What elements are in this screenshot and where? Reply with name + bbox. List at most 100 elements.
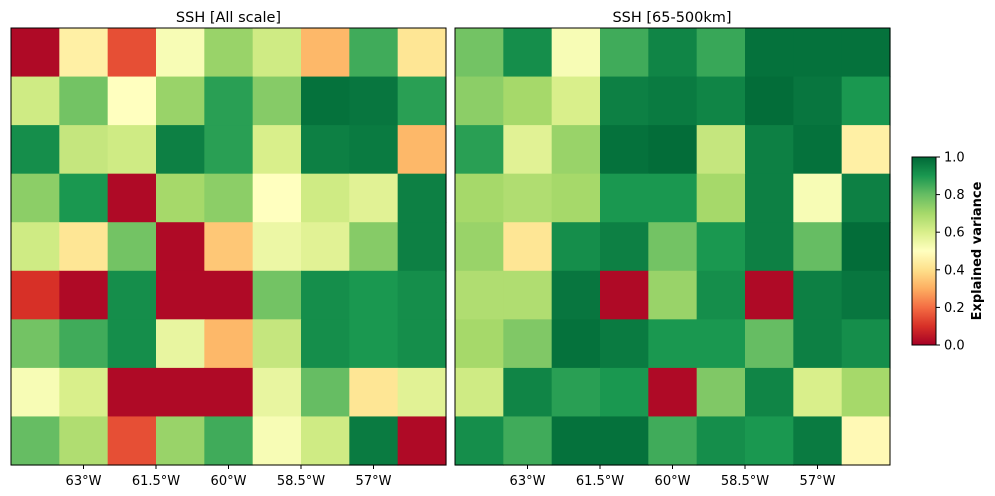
colorbar-tick-label-1: 0.2: [944, 301, 965, 316]
heatmap-cell-all-scale-r7-c7: [349, 367, 399, 418]
heatmap-cell-all-scale-r1-c7: [349, 76, 399, 126]
heatmap-cell-all-scale-r0-c6: [301, 28, 350, 78]
heatmap-cell-65-500km-r3-c5: [696, 173, 746, 223]
heatmap-cell-65-500km-r5-c5: [696, 270, 746, 320]
heatmap-cell-65-500km-r6-c6: [745, 319, 794, 369]
heatmap-cell-65-500km-r2-c7: [793, 125, 843, 175]
heatmap-panel-65-500km: SSH [65-500km] 63°W 61.5°W 60°W 58.5°W 57°W: [454, 10, 891, 489]
heatmap-cell-all-scale-r8-c1: [59, 416, 109, 466]
heatmap-cell-65-500km-r3-c8: [841, 173, 891, 223]
heatmap-cell-65-500km-r8-c8: [841, 416, 891, 466]
heatmap-cell-all-scale-r1-c8: [397, 76, 447, 126]
heatmap-cell-65-500km-r2-c2: [551, 125, 601, 175]
colorbar-tick-label-0: 0.0: [944, 339, 965, 354]
heatmap-cell-65-500km-r3-c6: [745, 173, 794, 223]
heatmap-cell-65-500km-r7-c2: [551, 367, 601, 418]
heatmap-cell-all-scale-r5-c4: [204, 270, 254, 320]
heatmap-cell-65-500km-r6-c7: [793, 319, 843, 369]
heatmap-cell-65-500km-r1-c3: [600, 76, 649, 126]
heatmap-cell-all-scale-r0-c3: [156, 28, 205, 78]
heatmap-cell-all-scale-r4-c3: [156, 222, 205, 272]
heatmap-cell-65-500km-r6-c1: [503, 319, 553, 369]
x-tick-label-all-scale-3: 58.5°W: [277, 474, 325, 489]
heatmap-cell-65-500km-r4-c5: [696, 222, 746, 272]
heatmap-cell-65-500km-r7-c8: [841, 367, 891, 418]
heatmap-cell-65-500km-r3-c0: [455, 173, 504, 223]
heatmap-cell-all-scale-r2-c1: [59, 125, 109, 175]
heatmap-cell-all-scale-r3-c2: [107, 173, 157, 223]
colorbar: 0.0 0.2 0.4 0.6 0.8 1.0 Explained variance: [911, 151, 985, 354]
heatmap-cell-all-scale-r6-c5: [252, 319, 302, 369]
heatmap-cell-65-500km-r5-c8: [841, 270, 891, 320]
heatmap-cell-all-scale-r5-c0: [11, 270, 60, 320]
heatmap-cell-all-scale-r5-c3: [156, 270, 205, 320]
colorbar-tick-label-3: 0.6: [944, 226, 965, 241]
heatmap-cell-65-500km-r6-c5: [696, 319, 746, 369]
heatmap-cell-all-scale-r0-c8: [397, 28, 447, 78]
heatmap-cell-65-500km-r5-c7: [793, 270, 843, 320]
heatmap-cell-all-scale-r1-c6: [301, 76, 350, 126]
heatmap-cell-all-scale-r2-c7: [349, 125, 399, 175]
x-tick-label-65-500km-2: 60°W: [655, 474, 691, 489]
heatmap-cell-65-500km-r8-c1: [503, 416, 553, 466]
x-tick-label-all-scale-0: 63°W: [66, 474, 102, 489]
heatmap-cell-65-500km-r6-c2: [551, 319, 601, 369]
heatmap-panel-all-scale: SSH [All scale] 63°W 61.5°W 60°W 58.5°W 57°W: [10, 10, 447, 489]
heatmap-cell-all-scale-r1-c0: [11, 76, 60, 126]
heatmap-cell-65-500km-r2-c6: [745, 125, 794, 175]
heatmap-cell-all-scale-r6-c4: [204, 319, 254, 369]
heatmap-cell-all-scale-r6-c1: [59, 319, 109, 369]
heatmap-cell-all-scale-r3-c7: [349, 173, 399, 223]
heatmap-cell-65-500km-r0-c6: [745, 28, 794, 78]
heatmap-cell-all-scale-r0-c1: [59, 28, 109, 78]
heatmap-cell-65-500km-r8-c7: [793, 416, 843, 466]
x-tick-label-65-500km-0: 63°W: [510, 474, 546, 489]
heatmap-cell-all-scale-r6-c7: [349, 319, 399, 369]
heatmap-cell-65-500km-r4-c7: [793, 222, 843, 272]
heatmap-cell-65-500km-r2-c0: [455, 125, 504, 175]
heatmap-cell-all-scale-r7-c2: [107, 367, 157, 418]
heatmap-cell-all-scale-r3-c8: [397, 173, 447, 223]
heatmap-cell-all-scale-r4-c5: [252, 222, 302, 272]
heatmap-cell-65-500km-r5-c4: [648, 270, 698, 320]
heatmap-cell-all-scale-r3-c3: [156, 173, 205, 223]
heatmap-cell-65-500km-r6-c8: [841, 319, 891, 369]
heatmap-cell-65-500km-r1-c6: [745, 76, 794, 126]
x-tick-label-all-scale-4: 57°W: [356, 474, 392, 489]
heatmap-cell-all-scale-r4-c0: [11, 222, 60, 272]
panel-title-65-500km: SSH [65-500km]: [612, 10, 731, 26]
x-axis-65-500km: 63°W 61.5°W 60°W 58.5°W 57°W: [510, 465, 836, 489]
heatmap-cell-all-scale-r8-c8: [397, 416, 447, 466]
heatmap-cell-65-500km-r7-c0: [455, 367, 504, 418]
heatmap-cell-all-scale-r5-c5: [252, 270, 302, 320]
heatmap-cell-65-500km-r5-c2: [551, 270, 601, 320]
heatmap-cell-65-500km-r0-c5: [696, 28, 746, 78]
colorbar-tick-label-2: 0.4: [944, 263, 965, 278]
heatmap-cell-65-500km-r0-c0: [455, 28, 504, 78]
colorbar-ticks: 0.0 0.2 0.4 0.6 0.8 1.0: [936, 151, 965, 354]
heatmap-cell-all-scale-r2-c0: [11, 125, 60, 175]
heatmap-cell-65-500km-r4-c2: [551, 222, 601, 272]
heatmap-cell-65-500km-r6-c3: [600, 319, 649, 369]
heatmap-cell-all-scale-r4-c8: [397, 222, 447, 272]
colorbar-gradient: [911, 156, 937, 346]
heatmap-cell-all-scale-r2-c6: [301, 125, 350, 175]
heatmap-cell-all-scale-r5-c8: [397, 270, 447, 320]
heatmap-cell-65-500km-r0-c1: [503, 28, 553, 78]
heatmap-cell-all-scale-r4-c6: [301, 222, 350, 272]
heatmap-cell-all-scale-r6-c2: [107, 319, 157, 369]
heatmap-cell-all-scale-r6-c8: [397, 319, 447, 369]
heatmap-cell-all-scale-r7-c1: [59, 367, 109, 418]
heatmap-cell-65-500km-r1-c4: [648, 76, 698, 126]
heatmap-cell-65-500km-r1-c8: [841, 76, 891, 126]
heatmap-cell-all-scale-r6-c3: [156, 319, 205, 369]
heatmap-cell-65-500km-r8-c6: [745, 416, 794, 466]
heatmap-cell-65-500km-r7-c4: [648, 367, 698, 418]
heatmap-cell-65-500km-r5-c3: [600, 270, 649, 320]
heatmap-cell-all-scale-r2-c3: [156, 125, 205, 175]
heatmap-cell-all-scale-r6-c6: [301, 319, 350, 369]
heatmap-cell-all-scale-r3-c1: [59, 173, 109, 223]
heatmap-cell-all-scale-r1-c3: [156, 76, 205, 126]
heatmap-cell-65-500km-r3-c3: [600, 173, 649, 223]
